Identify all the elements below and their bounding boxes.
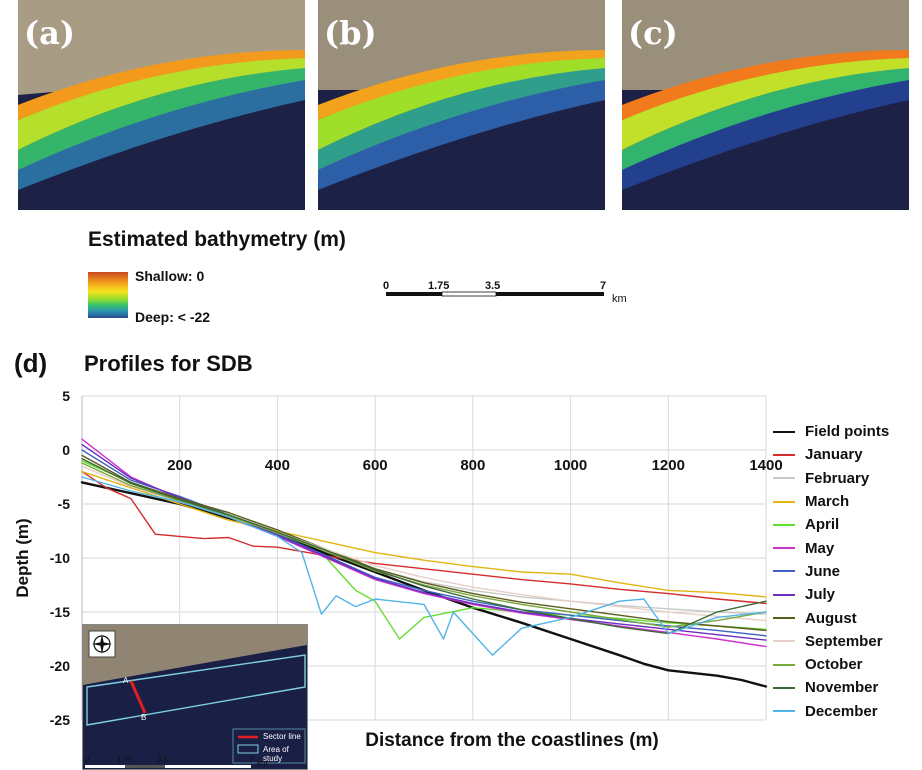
- legend-swatch: [773, 453, 795, 456]
- legend-item-may: May: [773, 536, 918, 559]
- legend-label: September: [805, 632, 883, 650]
- map-scale-bar: [386, 291, 604, 297]
- inset-scale-1: 1.75: [117, 755, 133, 764]
- legend-item-august: August: [773, 606, 918, 629]
- legend-item-july: July: [773, 583, 918, 606]
- y-axis-label: Depth (m): [13, 518, 32, 597]
- inset-legend-sector: Sector line: [263, 732, 301, 741]
- x-tick-label: 1400: [749, 457, 782, 474]
- legend-item-april: April: [773, 513, 918, 536]
- inset-map: A B Sector line Area of study 0 1.75 3.5…: [82, 624, 308, 770]
- series-line-october: [81, 462, 767, 628]
- colorbar-shallow-label: Shallow: 0: [135, 268, 205, 284]
- legend-swatch: [773, 570, 795, 573]
- legend-item-january: January: [773, 443, 918, 466]
- y-tick-label: 5: [62, 388, 70, 404]
- legend-item-november: November: [773, 676, 918, 699]
- series-line-december: [81, 476, 767, 656]
- scale-tick-3: 7: [600, 280, 607, 292]
- panel-a-tag: (a): [24, 14, 76, 52]
- legend-label: February: [805, 469, 870, 487]
- legend-swatch: [773, 663, 795, 666]
- x-tick-label: 400: [265, 457, 290, 474]
- scale-unit: km: [612, 293, 627, 305]
- legend-swatch: [773, 617, 795, 620]
- legend-swatch: [773, 686, 795, 689]
- inset-map-svg: [83, 625, 307, 769]
- legend-label: July: [805, 586, 836, 604]
- bathymetry-legend-title: Estimated bathymetry (m): [88, 228, 346, 251]
- legend-swatch: [773, 500, 795, 503]
- inset-legend-area: Area of study: [263, 745, 289, 763]
- legend-item-march: March: [773, 490, 918, 513]
- legend-item-october: October: [773, 653, 918, 676]
- series-line-november: [81, 457, 767, 635]
- legend-item-december: December: [773, 700, 918, 723]
- legend-swatch: [773, 477, 795, 480]
- legend-label: May: [805, 539, 835, 557]
- legend-item-field-points: Field points: [773, 420, 918, 443]
- map-panel-b: (b): [318, 0, 605, 210]
- map-panel-a: (a): [18, 0, 305, 210]
- bathymetry-map-c: [622, 0, 909, 210]
- y-tick-label: -20: [50, 658, 70, 674]
- x-axis-label: Distance from the coastlines (m): [365, 730, 659, 751]
- colorbar-deep-label: Deep: < -22: [135, 309, 211, 325]
- legend-swatch: [773, 640, 795, 643]
- series-legend: Field points January February March April May…: [773, 420, 918, 723]
- legend-item-february: February: [773, 467, 918, 490]
- legend-label: August: [805, 609, 857, 627]
- inset-scale-3: 7: [249, 755, 254, 764]
- inset-scale-2: 3.5: [157, 755, 169, 764]
- legend-label: November: [805, 679, 879, 697]
- series-line-january: [81, 470, 767, 605]
- panel-c-tag: (c): [628, 14, 678, 52]
- inset-scale-0: 0: [85, 755, 90, 764]
- legend-item-september: September: [773, 630, 918, 653]
- legend-swatch: [773, 593, 795, 596]
- legend-swatch: [773, 710, 795, 713]
- x-tick-label: 1000: [554, 457, 587, 474]
- legend-label: Field points: [805, 423, 890, 441]
- x-tick-label: 800: [460, 457, 485, 474]
- series-line-september: [81, 465, 767, 622]
- x-tick-label: 600: [363, 457, 388, 474]
- legend-label: January: [805, 446, 863, 464]
- legend-label: April: [805, 516, 840, 534]
- map-panel-c: (c): [622, 0, 909, 210]
- area-of-study-outline: [86, 654, 306, 726]
- y-tick-label: -5: [58, 496, 71, 512]
- sector-line: [129, 680, 147, 714]
- y-tick-label: -25: [50, 712, 70, 728]
- legend-swatch: [773, 547, 795, 550]
- series-line-march: [81, 470, 767, 598]
- inset-point-a: A: [123, 676, 129, 685]
- y-tick-label: 0: [62, 442, 70, 458]
- series-line-august: [81, 454, 767, 632]
- scale-tick-2: 3.5: [485, 280, 501, 292]
- legend-item-june: June: [773, 560, 918, 583]
- inset-point-b: B: [141, 713, 147, 722]
- legend-label: March: [805, 493, 850, 511]
- x-tick-label: 200: [167, 457, 192, 474]
- y-tick-label: -15: [50, 604, 70, 620]
- inset-scale-unit: km: [257, 759, 268, 768]
- panel-d-tag: (d): [14, 348, 48, 378]
- legend-label: October: [805, 656, 863, 674]
- legend-label: December: [805, 702, 878, 720]
- panel-b-tag: (b): [324, 14, 377, 52]
- x-tick-label: 1200: [652, 457, 685, 474]
- legend-swatch: [773, 523, 795, 526]
- y-tick-label: -10: [50, 550, 70, 566]
- bathymetry-map-b: [318, 0, 605, 210]
- scale-tick-0: 0: [383, 280, 390, 292]
- legend-label: June: [805, 562, 841, 580]
- bathymetry-colorbar: [88, 272, 128, 318]
- panel-d-title: Profiles for SDB: [84, 351, 253, 376]
- legend-swatch: [773, 430, 795, 433]
- bathymetry-map-a: [18, 0, 305, 210]
- scale-tick-1: 1.75: [428, 280, 450, 292]
